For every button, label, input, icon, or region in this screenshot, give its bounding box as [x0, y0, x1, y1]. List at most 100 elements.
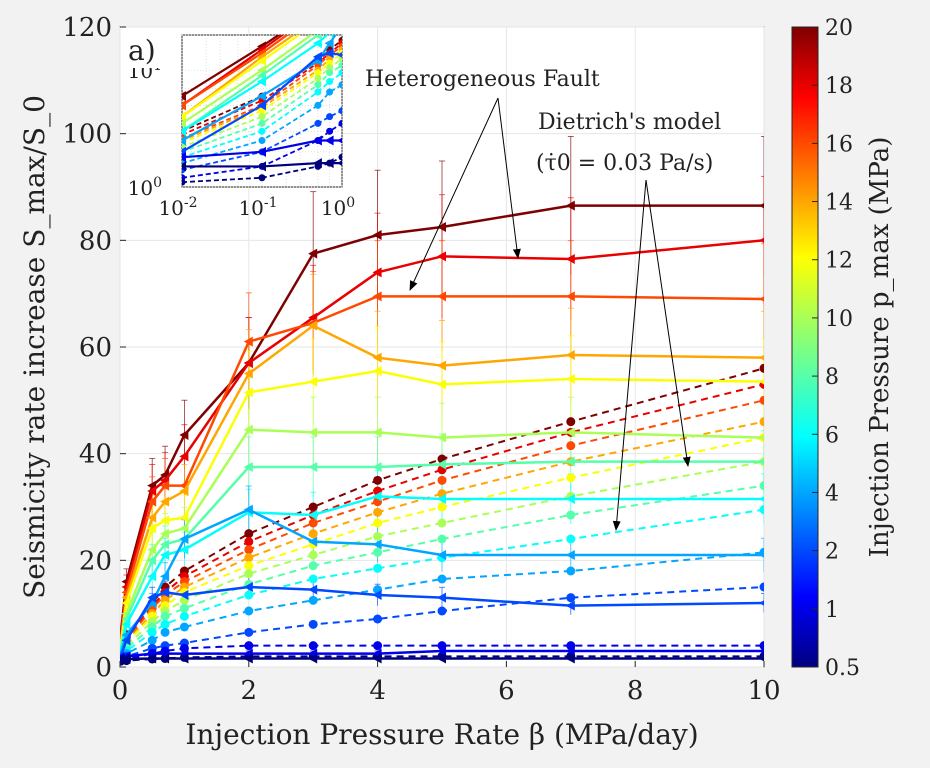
inset-heterogeneous-point: [337, 13, 346, 23]
inset-dietrich-point: [338, 69, 342, 77]
inset-x-tick-label: 10-2: [158, 195, 197, 220]
inset-heterogeneous-point: [182, 118, 186, 129]
heterogeneous-point: [179, 512, 189, 523]
dietrich-point: [373, 531, 383, 541]
inset-dietrich-point: [258, 119, 266, 127]
heterogeneous-point: [308, 536, 318, 547]
inset-series-group: [182, 0, 346, 186]
heterogeneous-point: [437, 646, 446, 656]
x-tick-label: 8: [627, 676, 644, 706]
dietrich-point: [437, 574, 447, 584]
heterogeneous-point: [147, 571, 157, 582]
heterogeneous-point: [565, 494, 575, 504]
dietrich-series-line: [120, 586, 764, 661]
heterogeneous-point: [147, 486, 157, 496]
heterogeneous-point: [437, 251, 446, 262]
heterogeneous-point: [179, 430, 189, 440]
inset-dietrich-point: [338, 153, 342, 161]
inset-x-tick-label: 100: [321, 195, 355, 220]
annotation-heterogeneous: Heterogeneous Fault: [365, 67, 600, 92]
inset-heterogeneous-point: [324, 135, 334, 146]
heterogeneous-point: [243, 582, 253, 592]
inset-heterogeneous-point: [329, 35, 334, 38]
dietrich-point: [308, 641, 318, 651]
inset-dietrich-point: [314, 101, 322, 109]
dietrich-point: [437, 502, 447, 512]
dietrich-point: [308, 574, 318, 584]
inset-dietrich-point: [258, 174, 266, 182]
heterogeneous-point: [565, 646, 575, 656]
inset-heterogeneous-point: [324, 48, 334, 59]
x-tick-label: 2: [241, 676, 258, 706]
dietrich-point: [244, 529, 254, 539]
dietrich-point: [759, 417, 764, 427]
heterogeneous-point: [160, 653, 170, 664]
heterogeneous-point: [308, 248, 318, 259]
heterogeneous-point: [565, 254, 575, 264]
inset-dietrich-point: [326, 77, 334, 85]
inset-dietrich-point: [326, 69, 334, 77]
heterogeneous-point: [147, 523, 157, 534]
dietrich-point: [244, 537, 254, 547]
colorbar: [791, 26, 819, 668]
heterogeneous-point: [147, 544, 157, 555]
heterogeneous-point: [759, 378, 764, 385]
dietrich-point: [566, 473, 576, 483]
heterogeneous-point: [759, 496, 764, 502]
inset-heterogeneous-point: [257, 146, 266, 157]
inset-heterogeneous-point: [325, 0, 334, 10]
inset-heterogeneous-point: [337, 0, 346, 1]
y-tick-label: 20: [79, 546, 112, 576]
dietrich-series-line: [120, 644, 764, 662]
inset-heterogeneous-point: [325, 3, 334, 13]
heterogeneous-point: [308, 462, 318, 472]
heterogeneous-point: [121, 635, 131, 646]
dietrich-point: [308, 529, 318, 539]
dietrich-point: [437, 606, 447, 616]
dietrich-point: [566, 441, 576, 451]
heterogeneous-point: [565, 456, 575, 467]
heterogeneous-point: [759, 648, 764, 654]
heterogeneous-point: [243, 336, 253, 347]
annotation-tau: (τ̇0 = 0.03 Pa/s): [536, 151, 713, 176]
heterogeneous-point: [437, 222, 446, 232]
dietrich-point: [179, 622, 189, 632]
inset-heterogeneous-point: [182, 161, 186, 172]
heterogeneous-point: [759, 600, 764, 606]
dietrich-point: [244, 627, 254, 637]
inset-dietrich-point: [314, 81, 322, 89]
heterogeneous-point: [437, 379, 446, 390]
inset-heterogeneous-line: [182, 35, 289, 107]
inset-heterogeneous-point: [337, 160, 342, 166]
inset-heterogeneous-point: [313, 3, 322, 13]
dietrich-point: [759, 395, 764, 405]
heterogeneous-point: [160, 496, 170, 507]
dietrich-point: [373, 641, 383, 651]
inset-loglog-chart: 10-210-1100100101: [128, 0, 355, 220]
heterogeneous-point: [372, 539, 382, 550]
dietrich-point: [244, 641, 254, 651]
heterogeneous-point: [372, 491, 382, 502]
heterogeneous-point: [121, 598, 131, 608]
heterogeneous-point: [308, 320, 318, 331]
inset-heterogeneous-point: [337, 17, 346, 27]
colorbar-tick-label: 2: [825, 540, 839, 565]
inset-heterogeneous-line: [182, 35, 281, 98]
dietrich-point: [160, 611, 170, 621]
dietrich-point: [308, 561, 318, 571]
heterogeneous-point: [243, 358, 253, 368]
heterogeneous-point: [121, 654, 131, 664]
inset-dietrich-line: [182, 83, 342, 165]
dietrich-point: [373, 507, 383, 517]
inset-heterogeneous-point: [312, 38, 322, 49]
inset-dietrich-point: [338, 119, 342, 127]
y-axis-label: Seismicity rate increase S_max/S_0: [18, 95, 51, 599]
heterogeneous-point: [437, 432, 446, 443]
inset-dietrich-point: [326, 64, 334, 72]
panel-label: a): [128, 34, 156, 67]
x-tick-label: 0: [112, 676, 129, 706]
dietrich-point: [566, 566, 576, 576]
inset-heterogeneous-point: [312, 135, 322, 146]
heterogeneous-point: [565, 291, 575, 302]
